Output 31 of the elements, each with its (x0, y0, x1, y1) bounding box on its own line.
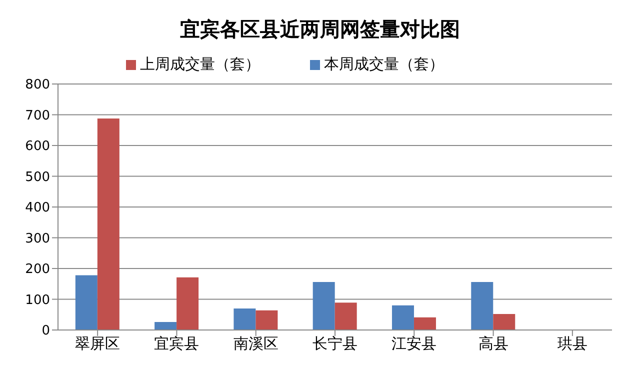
y-tick-label: 600 (25, 139, 50, 154)
bar (493, 314, 516, 330)
x-tick-label: 南溪区 (233, 334, 278, 353)
bar (334, 302, 357, 330)
bar (154, 322, 177, 330)
y-tick-label: 0 (42, 324, 50, 339)
x-tick-label: 宜宾县 (154, 334, 200, 353)
x-tick-label: 江安县 (392, 334, 437, 353)
bar (75, 275, 98, 330)
x-tick-label: 高县 (478, 334, 508, 353)
bar (312, 282, 335, 330)
chart-title: 宜宾各区县近两周网签量对比图 (179, 16, 461, 43)
y-tick-label: 100 (25, 292, 50, 308)
bar (414, 317, 436, 330)
legend-label: 上周成交量（套） (140, 55, 260, 73)
x-tick-label: 珙县 (557, 334, 588, 353)
y-tick-label: 400 (25, 200, 50, 216)
bar (176, 277, 199, 330)
y-tick-label: 200 (25, 262, 50, 278)
bar (97, 118, 120, 330)
y-tick-label: 700 (25, 108, 50, 124)
bar (234, 308, 256, 330)
bar (471, 282, 494, 330)
x-tick-label: 翠屏区 (75, 334, 120, 353)
y-tick-label: 500 (25, 170, 50, 185)
x-tick-label: 长宁县 (312, 334, 358, 353)
y-tick-label: 300 (25, 231, 50, 246)
y-tick-label: 800 (25, 78, 50, 93)
legend-label: 本周成交量（套） (324, 55, 444, 73)
bar (392, 305, 414, 330)
bar (256, 310, 278, 330)
